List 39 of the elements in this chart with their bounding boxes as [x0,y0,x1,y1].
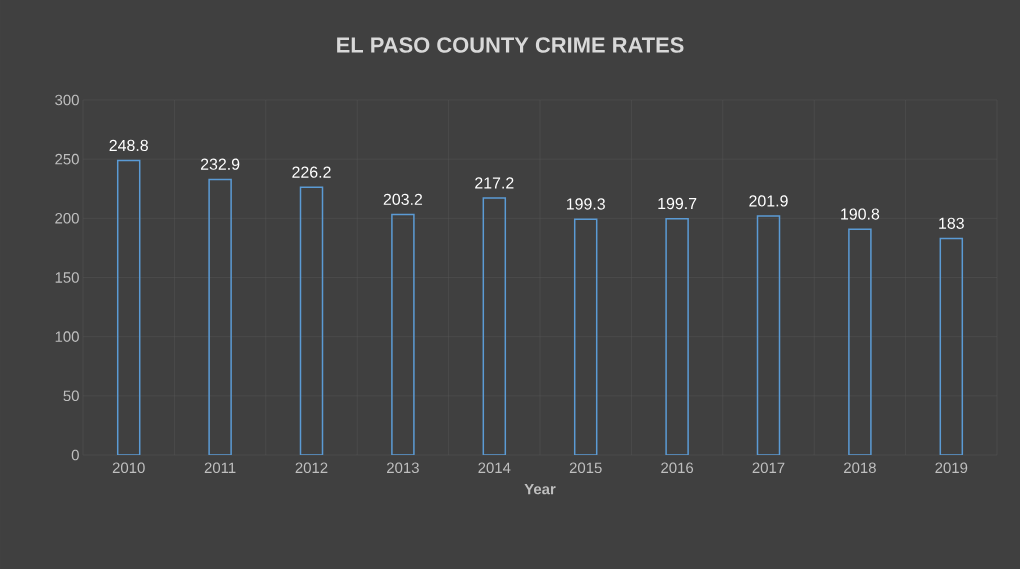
x-axis-title: Year [524,483,556,495]
bar [939,237,964,455]
chart-title: EL PASO COUNTY CRIME RATES [337,37,684,53]
data-label: 226.2 [292,166,331,178]
data-label: 232.9 [200,158,240,170]
y-tick-label: 0 [71,449,79,461]
x-tick-label: 2014 [478,462,511,474]
x-tick-label: 2010 [112,462,145,474]
x-tick-label: 2017 [752,462,785,474]
x-tick-label: 2012 [295,462,328,474]
bar [208,178,232,455]
bar [756,215,781,455]
data-label: 248.8 [109,139,148,152]
y-tick-label: 50 [63,390,79,402]
y-tick-label: 250 [55,153,79,165]
data-label: 199.3 [566,198,605,210]
bar [573,218,598,455]
x-tick-label: 2018 [844,462,876,474]
bar [116,159,141,455]
data-label: 203.2 [383,193,423,206]
bar [391,213,415,455]
data-label: 183 [939,217,964,229]
x-tick-label: 2016 [661,462,694,474]
y-tick-label: 300 [55,94,79,106]
x-tick-label: 2019 [935,462,968,474]
data-label: 217.2 [475,177,514,189]
x-tick-label: 2015 [569,462,602,474]
bar [848,228,872,455]
bar [482,197,507,455]
x-tick-label: 2013 [387,462,419,474]
y-tick-label: 200 [55,213,79,224]
data-label: 201.9 [749,195,788,207]
y-tick-label: 150 [55,272,79,283]
x-tick-label: 2011 [204,462,236,474]
data-label: 190.8 [841,208,880,220]
data-label: 199.7 [658,197,697,210]
bar [299,186,324,455]
bar [665,217,689,455]
y-tick-label: 100 [55,331,79,342]
